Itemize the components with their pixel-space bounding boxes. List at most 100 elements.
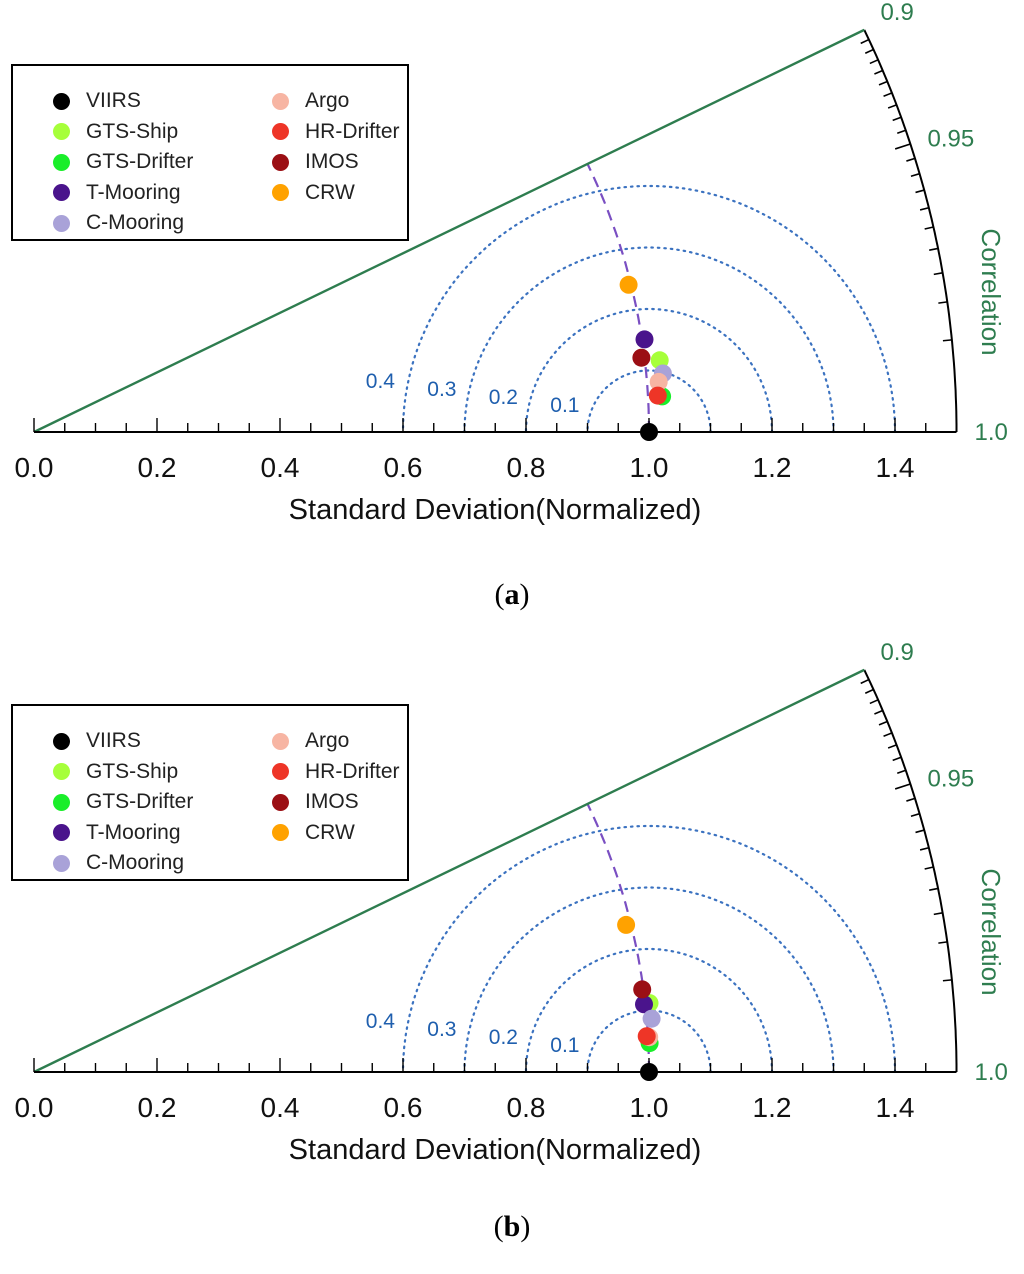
corr-tick — [942, 339, 952, 342]
point-hr-drifter — [648, 386, 667, 405]
point-viirs — [640, 1063, 658, 1081]
taylor-plot-a: 0.1 0.2 0.3 0.4 0.9 0.95 1.0 Correlation 0.0 0.2 0… — [15, 0, 1008, 526]
x-tick-label: 1.4 — [876, 452, 915, 483]
corr-tick — [896, 769, 907, 774]
corr-tick — [878, 80, 888, 86]
point-argo — [649, 372, 668, 391]
legend-marker — [272, 732, 289, 750]
rmsd-contour-0.2 — [524, 307, 774, 434]
rmsd-label-0.3: 0.3 — [427, 378, 456, 401]
point-t-mooring — [635, 330, 654, 349]
legend-item-t-mooring: T-Mooring — [53, 820, 181, 846]
x-tick-label: 1.2 — [753, 1092, 792, 1123]
x-axis-title: Standard Deviation(Normalized) — [289, 494, 702, 526]
legend-label: Argo — [305, 89, 350, 112]
x-tick-label: 0.6 — [384, 452, 423, 483]
taylor-panel-b: 0.1 0.2 0.3 0.4 0.9 0.95 1.0 Correlation 0.0 0.2 0… — [0, 640, 1024, 1274]
corr-axis-title: Correlation — [976, 868, 1006, 995]
legend-item-crw: CRW — [272, 820, 355, 846]
legend-item-argo: Argo — [272, 728, 349, 754]
legend-item-viirs: VIIRS — [53, 728, 141, 754]
panel-label-b: (b) — [493, 1210, 531, 1243]
rmsd-label-0.4: 0.4 — [366, 370, 396, 393]
corr-tick — [919, 206, 930, 211]
corr-tick — [919, 846, 930, 851]
rmsd-contour-0.4 — [401, 184, 897, 434]
legend-label: IMOS — [305, 150, 359, 173]
legend-label: IMOS — [305, 790, 359, 813]
rmsd-contour-0.3 — [463, 886, 835, 1074]
corr-tick — [864, 688, 874, 694]
legend-item-hr-drifter: HR-Drifter — [272, 759, 400, 785]
legend-marker — [272, 763, 289, 780]
corr-tick-label: 1.0 — [975, 419, 1008, 446]
x-tick-label: 0.6 — [384, 1092, 423, 1123]
legend-label: HR-Drifter — [305, 119, 400, 143]
corr-0.9-line — [33, 28, 865, 434]
corr-tick — [929, 247, 939, 251]
legend-marker — [272, 123, 289, 140]
corr-tick — [938, 941, 948, 944]
legend-marker — [53, 123, 70, 140]
legend-label: CRW — [305, 820, 355, 844]
legend-marker — [53, 153, 70, 171]
rmsd-label-0.4: 0.4 — [366, 1010, 396, 1033]
legend-item-viirs: VIIRS — [53, 88, 141, 114]
corr-0.9-line — [33, 668, 865, 1074]
legend-a: VIIRS GTS-Ship GTS-Drifter T-Mooring C-Moori… — [11, 64, 409, 241]
x-tick-label: 1.2 — [753, 452, 792, 483]
corr-tick — [933, 272, 943, 276]
legend-item-gts-drifter: GTS-Drifter — [53, 149, 193, 175]
legend-item-imos: IMOS — [272, 149, 359, 175]
corr-tick-label: 0.9 — [880, 0, 913, 26]
legend-marker — [272, 793, 289, 811]
corr-tick-label: 0.95 — [927, 125, 974, 152]
legend-marker — [53, 824, 70, 841]
x-tick-label: 0.2 — [138, 452, 177, 483]
legend-item-imos: IMOS — [272, 789, 359, 815]
x-tick-label: 1.4 — [876, 1092, 915, 1123]
point-crw — [619, 275, 638, 294]
legend-marker — [53, 214, 70, 232]
outer-arc — [863, 29, 958, 432]
corr-tick — [883, 92, 893, 97]
legend-marker — [53, 92, 70, 110]
corr-tick-label: 1.0 — [975, 1059, 1008, 1086]
legend-item-t-mooring: T-Mooring — [53, 180, 181, 206]
legend-label: Argo — [305, 729, 350, 752]
rmsd-contour-0.3 — [463, 246, 835, 434]
legend-label: GTS-Ship — [86, 119, 179, 143]
point-imos — [632, 348, 651, 367]
corr-tick — [874, 69, 884, 75]
corr-tick — [906, 157, 916, 162]
corr-tick — [864, 48, 874, 54]
corr-tick — [910, 172, 920, 177]
legend-label: C-Mooring — [86, 851, 185, 874]
rmsd-label-0.3: 0.3 — [427, 1018, 456, 1041]
x-tick-label: 0.0 — [15, 1092, 54, 1123]
rmsd-label-0.1: 0.1 — [550, 394, 579, 417]
x-tick-label: 1.0 — [630, 1092, 669, 1123]
corr-tick — [887, 744, 897, 749]
x-tick-label: 0.8 — [507, 1092, 546, 1123]
corr-tick-label: 0.9 — [880, 640, 913, 666]
outer-arc — [863, 669, 958, 1072]
corr-tick — [924, 866, 934, 870]
legend-marker — [53, 184, 70, 201]
corr-tick — [910, 812, 920, 817]
corr-tick — [896, 129, 907, 134]
corr-tick — [915, 189, 925, 194]
legend-label: HR-Drifter — [305, 759, 400, 783]
legend-label: T-Mooring — [86, 820, 181, 844]
legend-item-gts-drifter: GTS-Drifter — [53, 789, 193, 815]
corr-axis-title: Correlation — [976, 228, 1006, 355]
x-axis-title: Standard Deviation(Normalized) — [289, 1134, 702, 1166]
legend-marker — [53, 732, 70, 750]
x-tick-label: 0.4 — [261, 452, 300, 483]
rmsd-label-0.1: 0.1 — [550, 1034, 579, 1057]
legend-label: GTS-Drifter — [86, 790, 194, 813]
point-hr-drifter — [637, 1027, 656, 1046]
legend-item-c-mooring: C-Mooring — [53, 850, 184, 876]
corr-tick-label: 0.95 — [927, 765, 974, 792]
corr-tick — [929, 887, 939, 891]
